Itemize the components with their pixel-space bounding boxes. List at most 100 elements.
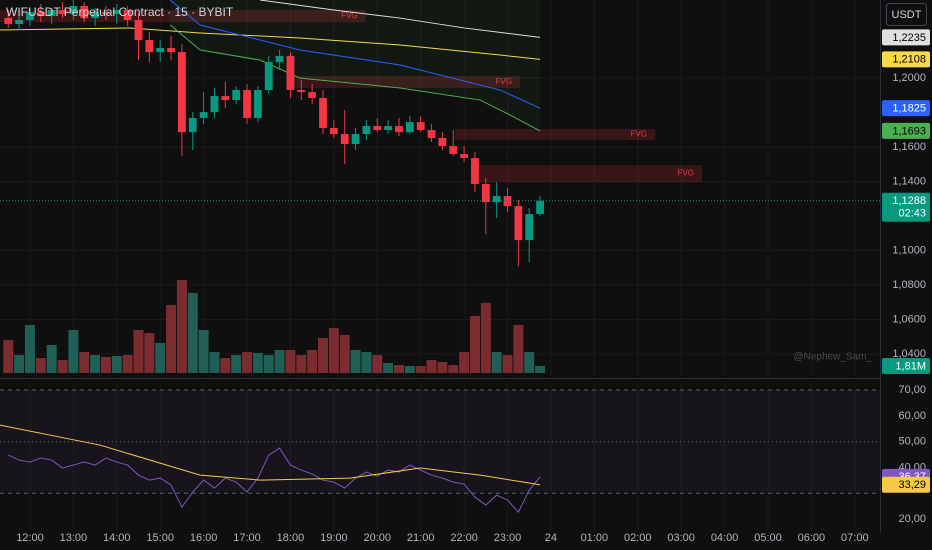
chart-title: WIFUSDT Perpetual Contract · 15 · BYBIT	[6, 5, 234, 19]
y-tick-label: 70,00	[898, 384, 926, 396]
candle-body	[449, 146, 458, 155]
candle-body	[395, 126, 403, 133]
volume-bar	[263, 355, 274, 373]
volume-bar	[459, 351, 470, 373]
candle-body	[329, 127, 338, 135]
volume-bar	[133, 329, 144, 373]
x-tick-label: 14:00	[103, 532, 131, 544]
overlay-line	[0, 27, 541, 60]
volume-bar	[383, 362, 394, 373]
overlay-value-label: 1,1693	[892, 125, 926, 137]
candle-body	[26, 12, 34, 21]
candle-body	[47, 10, 56, 17]
price-pane: FVG FVG FVG FVG @Nephew_Sam_	[0, 0, 880, 376]
x-tick-label: 23:00	[494, 532, 522, 544]
candle-body	[536, 200, 544, 215]
candle-body	[351, 134, 360, 145]
volume-bar	[252, 352, 263, 373]
candle-body	[481, 184, 490, 203]
volume-bar	[480, 302, 491, 373]
volume-value-label: 1,81M	[895, 360, 926, 372]
volume-bar	[469, 315, 480, 373]
last-price-label: 1,1288	[892, 195, 926, 207]
candle-body	[308, 92, 317, 98]
overlay-value-label-bg	[882, 29, 930, 46]
fvg-zone	[454, 129, 656, 141]
x-tick-label: 24	[545, 532, 557, 544]
volume-bar	[46, 344, 57, 373]
x-tick-label: 06:00	[798, 532, 826, 544]
currency-label[interactable]: USDT	[892, 9, 922, 21]
overlay-value-label: 1,1825	[892, 103, 926, 115]
volume-bar	[415, 365, 426, 373]
x-tick-label: 17:00	[233, 532, 261, 544]
candle-body	[264, 62, 273, 91]
volume-bar	[209, 351, 220, 373]
volume-bar	[524, 351, 535, 373]
volume-bar	[318, 337, 328, 373]
y-tick-label: 20,00	[898, 513, 926, 525]
volume-bar	[231, 355, 242, 373]
last-price-bg	[882, 192, 930, 222]
volume-bar	[68, 329, 79, 373]
candle-body	[416, 122, 425, 131]
candle-body	[177, 52, 186, 133]
volume-bar	[404, 365, 415, 373]
fvg-label: FVG	[631, 130, 647, 139]
volume-bar	[361, 351, 372, 373]
candle-body	[286, 56, 295, 91]
volume-bar	[90, 355, 101, 373]
volume-bar	[3, 339, 14, 373]
x-tick-label: 15:00	[146, 532, 174, 544]
volume-bar	[535, 365, 546, 373]
candle-body	[492, 196, 501, 203]
volume-bar	[198, 329, 209, 373]
volume-bar	[491, 351, 502, 373]
x-tick-label: 20:00	[364, 532, 392, 544]
candle-body	[69, 6, 78, 14]
candle-body	[232, 90, 241, 101]
candle-body	[188, 117, 197, 133]
candle-body	[58, 10, 67, 14]
volume-bar	[513, 324, 524, 373]
volume-bar	[187, 292, 198, 373]
x-tick-label: 01:00	[581, 532, 609, 544]
candle-body	[438, 137, 447, 147]
x-tick-label: 02:00	[624, 532, 652, 544]
x-tick-label: 03:00	[667, 532, 695, 544]
fvg-label: FVG	[496, 77, 512, 86]
volume-bar	[372, 355, 383, 373]
y-tick-label: 50,00	[898, 436, 926, 448]
volume-bar	[122, 355, 133, 373]
x-tick-label: 21:00	[407, 532, 435, 544]
countdown: 02:43	[898, 208, 926, 220]
currency-button[interactable]	[886, 3, 927, 26]
rsi-value-label: 33,29	[898, 479, 926, 491]
volume-bar	[57, 359, 68, 373]
overlay-line	[169, 0, 541, 109]
y-tick-label: 1,1000	[892, 244, 926, 256]
axes: 12:00 13:00 14:00 15:00 16:00 17:00 18:00 19:00…	[16, 29, 930, 544]
volume-bar	[220, 357, 231, 373]
volume-bar	[339, 334, 350, 373]
volume-bar	[274, 349, 285, 373]
y-tick-label: 1,2000	[892, 72, 926, 84]
candle-body	[297, 90, 306, 93]
fvg-zone	[290, 76, 521, 88]
candle-body	[156, 47, 165, 53]
overlay-value-label-bg	[882, 100, 930, 117]
volume-bar	[502, 355, 513, 373]
volume-bar	[448, 364, 459, 373]
rsi-pane	[0, 381, 880, 532]
candle-body	[167, 47, 175, 53]
volume-bar	[437, 362, 448, 373]
candle-body	[199, 112, 208, 118]
candle-body	[405, 122, 414, 133]
overlay-value-label-bg	[882, 122, 930, 139]
x-tick-label: 19:00	[320, 532, 348, 544]
volume-bar	[176, 279, 187, 373]
candle-body	[275, 56, 284, 63]
volume-bar	[393, 364, 404, 373]
